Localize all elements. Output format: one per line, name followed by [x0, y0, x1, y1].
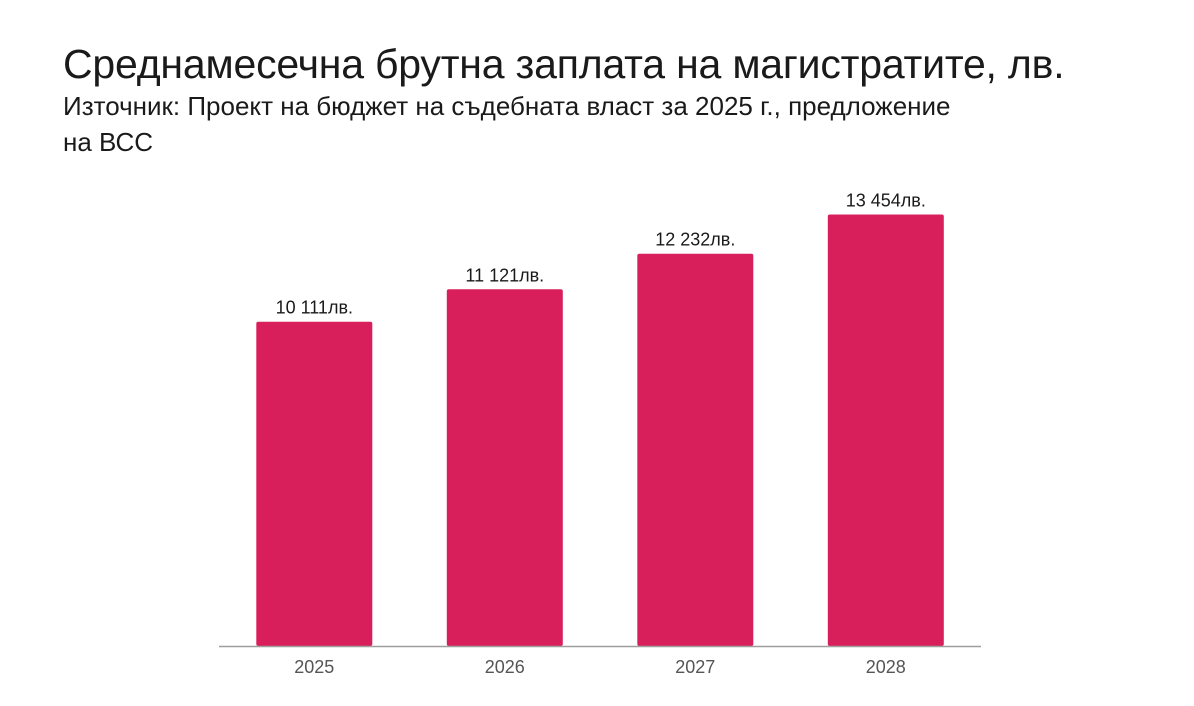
x-tick-label-2026: 2026: [485, 657, 525, 677]
chart-title: Среднамесечна брутна заплата на магистра…: [63, 41, 1065, 87]
bar-2027: [637, 253, 754, 646]
x-tick-label-2027: 2027: [675, 657, 715, 677]
value-label-2026: 11 121лв.: [465, 265, 544, 285]
value-label-2027: 12 232лв.: [655, 230, 735, 250]
value-label-2025: 10 111лв.: [276, 298, 353, 318]
bar-2026: [446, 289, 563, 646]
bars-group: [256, 214, 944, 646]
value-label-2028: 13 454лв.: [846, 191, 926, 211]
bar-2028: [827, 214, 944, 646]
x-tick-label-2025: 2025: [294, 657, 334, 677]
x-tick-labels-group: 2025 2026 2027 2028: [294, 657, 906, 677]
chart-subtitle: Източник: Проект на бюджет на съдебната …: [63, 91, 951, 157]
value-labels-group: 10 111лв. 11 121лв. 12 232лв. 13 454лв.: [276, 191, 926, 318]
bar-2025: [256, 321, 373, 646]
x-tick-label-2028: 2028: [866, 657, 906, 677]
